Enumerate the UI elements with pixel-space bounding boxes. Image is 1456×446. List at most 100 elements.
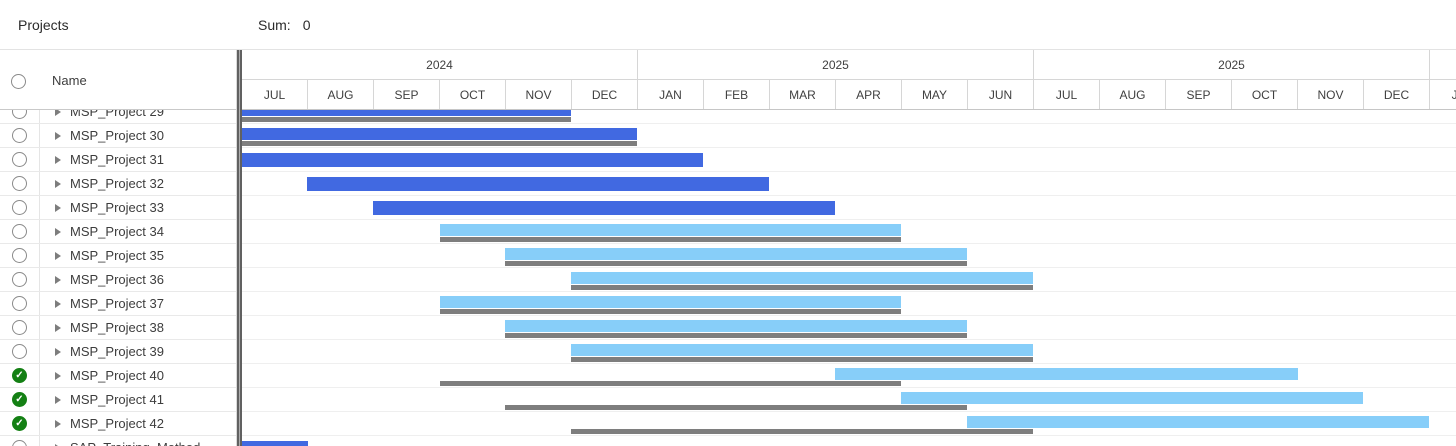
row-radio-button[interactable] [12,200,27,215]
row-radio-button[interactable] [12,440,27,446]
row-radio-button[interactable] [12,152,27,167]
baseline-bar[interactable] [440,237,901,242]
row-select-cell [0,436,40,446]
month-header-cell: AUG [1100,80,1166,109]
task-bar[interactable] [373,201,835,215]
row-radio-button[interactable] [12,176,27,191]
project-list-row[interactable]: MSP_Project 30 [0,124,236,148]
panel-splitter[interactable] [236,50,242,446]
baseline-bar[interactable] [505,405,967,410]
task-bar[interactable] [307,177,769,191]
task-bar[interactable] [505,248,967,260]
project-list-row[interactable]: MSP_Project 39 [0,340,236,364]
row-name-cell: MSP_Project 40 [40,368,236,383]
row-name-cell: MSP_Project 32 [40,176,236,191]
baseline-bar[interactable] [571,429,1033,434]
project-list-panel: Name MSP_Project 29 MSP_Project 30 MSP_Pro… [0,50,236,446]
row-name-cell: MSP_Project 38 [40,320,236,335]
expand-chevron-icon[interactable] [55,110,61,116]
expand-chevron-icon[interactable] [55,275,61,284]
task-bar[interactable] [901,392,1363,404]
task-bar[interactable] [242,153,703,167]
gantt-row [242,388,1456,412]
task-bar[interactable] [505,320,967,332]
row-radio-button[interactable] [12,128,27,143]
project-list-row[interactable]: MSP_Project 29 [0,110,236,124]
project-list-row[interactable]: MSP_Project 34 [0,220,236,244]
baseline-bar[interactable] [505,333,967,338]
project-list-row[interactable]: MSP_Project 35 [0,244,236,268]
expand-chevron-icon[interactable] [55,179,61,188]
month-header-row: JUL AUG SEP OCT NOV DEC JAN FEB MAR APR MAY JUN JUL A… [242,80,1456,110]
task-bar[interactable] [242,128,637,140]
baseline-bar[interactable] [505,261,967,266]
row-radio-button[interactable] [12,224,27,239]
year-header-cell: 2024 [242,50,638,79]
expand-chevron-icon[interactable] [55,347,61,356]
row-radio-button[interactable] [12,110,27,119]
project-list-row[interactable]: ✓ MSP_Project 40 [0,364,236,388]
completed-check-icon[interactable]: ✓ [12,416,27,431]
name-column-header[interactable]: Name [52,72,87,88]
expand-chevron-icon[interactable] [55,443,61,446]
expand-chevron-icon[interactable] [55,323,61,332]
project-list-row[interactable]: MSP_Project 37 [0,292,236,316]
expand-chevron-icon[interactable] [55,395,61,404]
task-bar[interactable] [571,344,1033,356]
row-radio-button[interactable] [12,272,27,287]
task-bar[interactable] [967,416,1429,428]
row-radio-button[interactable] [12,296,27,311]
project-list-row[interactable]: MSP_Project 31 [0,148,236,172]
row-radio-button[interactable] [12,320,27,335]
expand-chevron-icon[interactable] [55,371,61,380]
gantt-row [242,364,1456,388]
expand-chevron-icon[interactable] [55,227,61,236]
row-select-cell [0,110,40,123]
task-bar[interactable] [242,441,308,446]
project-list-row[interactable]: ✓ MSP_Project 42 [0,412,236,436]
row-select-cell [0,244,40,267]
baseline-bar[interactable] [242,117,571,122]
project-list-row[interactable]: MSP_Project 38 [0,316,236,340]
baseline-bar[interactable] [242,141,637,146]
row-select-cell [0,148,40,171]
project-list-row[interactable]: MSP_Project 36 [0,268,236,292]
project-name: MSP_Project 35 [70,248,164,263]
baseline-bar[interactable] [571,357,1033,362]
month-header-cell: OCT [1232,80,1298,109]
gantt-row [242,220,1456,244]
task-bar[interactable] [440,296,901,308]
expand-chevron-icon[interactable] [55,299,61,308]
expand-chevron-icon[interactable] [55,419,61,428]
project-name: MSP_Project 30 [70,128,164,143]
expand-chevron-icon[interactable] [55,155,61,164]
task-bar[interactable] [242,110,571,116]
task-bar[interactable] [835,368,1298,380]
year-header-cell: 2025 [1034,50,1430,79]
project-list-row[interactable]: MSP_Project 32 [0,172,236,196]
gantt-row [242,172,1456,196]
project-list-row[interactable]: MSP_Project 33 [0,196,236,220]
row-radio-button[interactable] [12,248,27,263]
gantt-row [242,268,1456,292]
month-header-cell: JUL [1034,80,1100,109]
row-radio-button[interactable] [12,344,27,359]
completed-check-icon[interactable]: ✓ [12,368,27,383]
row-select-cell [0,292,40,315]
baseline-bar[interactable] [440,309,901,314]
task-bar[interactable] [440,224,901,236]
baseline-bar[interactable] [571,285,1033,290]
project-name: MSP_Project 36 [70,272,164,287]
row-name-cell: MSP_Project 39 [40,344,236,359]
project-list-row[interactable]: SAP_Training_Method [0,436,236,446]
baseline-bar[interactable] [440,381,901,386]
completed-check-icon[interactable]: ✓ [12,392,27,407]
project-list-row[interactable]: ✓ MSP_Project 41 [0,388,236,412]
expand-chevron-icon[interactable] [55,203,61,212]
select-all-radio[interactable] [11,74,26,89]
expand-chevron-icon[interactable] [55,131,61,140]
expand-chevron-icon[interactable] [55,251,61,260]
gantt-row [242,110,1456,124]
month-header-cell: AUG [308,80,374,109]
task-bar[interactable] [571,272,1033,284]
